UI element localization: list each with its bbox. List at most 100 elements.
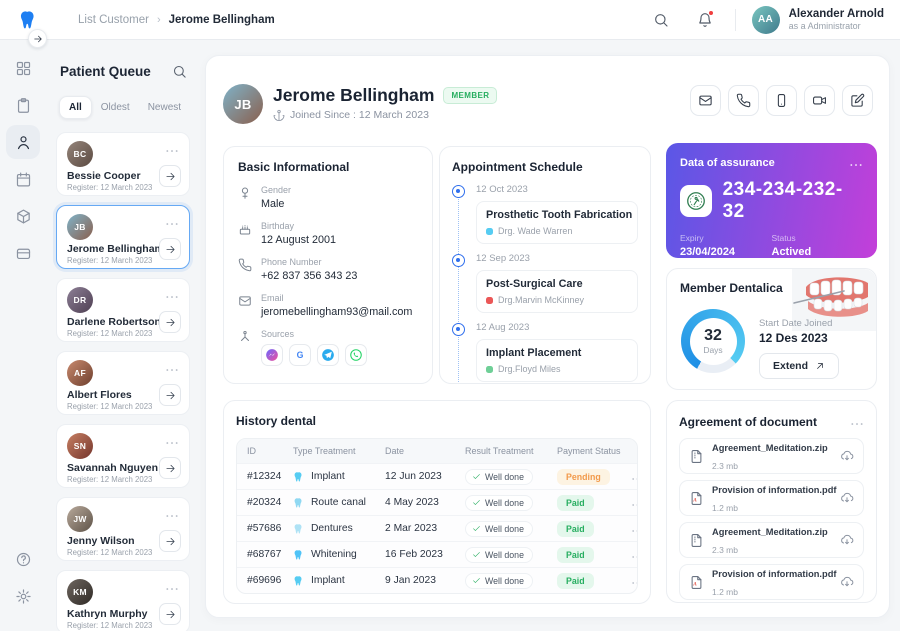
email-button[interactable]: [690, 85, 721, 116]
row-id: #20324: [247, 497, 282, 508]
wallet-icon: [16, 248, 30, 259]
patient-card-darlene-robertson[interactable]: DR Darlene Robertson Register: 12 March …: [56, 278, 190, 342]
sidebar-item-records[interactable]: [6, 88, 40, 122]
row-result: Well done: [485, 523, 524, 534]
box-icon: [16, 209, 30, 223]
sidebar-item-settings[interactable]: [6, 579, 40, 613]
patient-card-bessie-cooper[interactable]: BC Bessie Cooper Register: 12 March 2023: [56, 132, 190, 196]
patient-more-button[interactable]: [163, 504, 181, 523]
open-patient-button[interactable]: [159, 603, 181, 625]
more-dots-icon: [166, 442, 178, 444]
row-type: Whitening: [311, 549, 357, 560]
download-button[interactable]: [840, 449, 854, 463]
patient-card-kathryn-murphy[interactable]: KM Kathryn Murphy Register: 12 March 202…: [56, 570, 190, 631]
row-more-button[interactable]: [629, 571, 637, 590]
patient-more-button[interactable]: [163, 431, 181, 450]
arrow-up-right-icon: [817, 363, 823, 369]
sidebar-item-inventory[interactable]: [6, 199, 40, 233]
row-more-button[interactable]: [629, 545, 637, 564]
row-more-button[interactable]: [629, 519, 637, 538]
open-patient-button[interactable]: [159, 457, 181, 479]
patient-more-button[interactable]: [163, 285, 181, 304]
payment-status-badge: Paid: [557, 494, 594, 511]
tab-all[interactable]: All: [59, 96, 92, 119]
tab-newest[interactable]: Newest: [139, 97, 190, 118]
sources-share-icon: [241, 330, 249, 341]
patient-card-jenny-wilson[interactable]: JW Jenny Wilson Register: 12 March 2023: [56, 497, 190, 561]
envelope-icon: [239, 296, 251, 306]
pdf-file-icon: A: [691, 491, 702, 505]
sidebar-item-dashboard[interactable]: [6, 51, 40, 85]
edit-button[interactable]: [842, 85, 873, 116]
open-patient-button[interactable]: [159, 384, 181, 406]
video-call-button[interactable]: [804, 85, 835, 116]
user-menu[interactable]: AA Alexander Arnold as a Administrator: [751, 5, 884, 34]
appointment-date: 12 Sep 2023: [476, 253, 530, 264]
queue-search-button[interactable]: [172, 64, 187, 79]
history-title: History dental: [236, 414, 317, 428]
extend-button[interactable]: Extend: [759, 353, 840, 379]
user-role: as a Administrator: [788, 21, 861, 31]
call-button[interactable]: [728, 85, 759, 116]
appointment-item: 12 Aug 2023 Implant Placement Drg.Floyd …: [452, 322, 638, 382]
sidebar-item-billing[interactable]: [6, 236, 40, 270]
patient-more-button[interactable]: [163, 577, 181, 596]
file-size: 2.3 mb: [712, 461, 738, 471]
agreement-more-button[interactable]: [850, 414, 864, 429]
download-button[interactable]: [840, 491, 854, 505]
arrow-right-icon: [165, 245, 175, 253]
sidebar-item-patients[interactable]: [6, 125, 40, 159]
user-name: Alexander Arnold: [788, 8, 884, 20]
appointment-title: Appointment Schedule: [452, 160, 583, 174]
patient-register-date: Register: 12 March 2023: [67, 256, 153, 265]
open-patient-button[interactable]: [159, 311, 181, 333]
download-button[interactable]: [840, 533, 854, 547]
appointment-item: 12 Oct 2023 Prosthetic Tooth Fabrication…: [452, 184, 638, 244]
open-patient-button[interactable]: [159, 165, 181, 187]
joined-since-text: Joined Since : 12 March 2023: [290, 109, 429, 121]
patient-register-date: Register: 12 March 2023: [67, 329, 153, 338]
patient-list: BC Bessie Cooper Register: 12 March 2023…: [56, 132, 190, 631]
notifications-button[interactable]: [691, 6, 719, 34]
row-more-button[interactable]: [629, 493, 637, 512]
row-more-button[interactable]: [629, 467, 637, 486]
google-icon[interactable]: G: [289, 344, 311, 366]
tooth-icon: [294, 575, 302, 586]
queue-tabs: All Oldest Newest: [59, 96, 188, 119]
table-row: #68767 Whitening 16 Feb 2023 Well done P…: [237, 541, 637, 567]
open-patient-button[interactable]: [159, 530, 181, 552]
phone-icon: [736, 93, 751, 108]
messenger-icon[interactable]: [261, 344, 283, 366]
telegram-icon[interactable]: [317, 344, 339, 366]
payment-status-badge: Paid: [557, 572, 594, 589]
more-dots-icon: [632, 556, 637, 558]
days-label: Days: [703, 344, 723, 355]
phone-label: Phone Number: [261, 257, 322, 267]
patient-card-albert-flores[interactable]: AF Albert Flores Register: 12 March 2023: [56, 351, 190, 415]
patient-more-button[interactable]: [163, 139, 181, 158]
more-dots-icon: [632, 530, 637, 532]
patient-card-savannah-nguyen[interactable]: SN Savannah Nguyen Register: 12 March 20…: [56, 424, 190, 488]
tooth-icon: [294, 549, 302, 560]
patient-more-button[interactable]: [163, 358, 181, 377]
sidebar-collapse-button[interactable]: [28, 29, 47, 48]
download-button[interactable]: [840, 575, 854, 589]
search-button[interactable]: [647, 6, 675, 34]
arrow-right-icon: [165, 464, 175, 472]
sidebar-item-help[interactable]: [6, 542, 40, 576]
assurance-more-button[interactable]: [849, 155, 863, 170]
patient-more-button[interactable]: [163, 212, 181, 231]
open-patient-button[interactable]: [159, 238, 181, 260]
patient-card-jerome-bellingham[interactable]: JB Jerome Bellingham Register: 12 March …: [56, 205, 190, 269]
breadcrumb-root[interactable]: List Customer: [78, 13, 149, 26]
patient-avatar: JW: [67, 506, 93, 532]
table-row: #20324 Route canal 4 May 2023 Well done …: [237, 489, 637, 515]
calendar-icon: [16, 172, 30, 186]
sidebar-item-schedule[interactable]: [6, 162, 40, 196]
tab-oldest[interactable]: Oldest: [92, 97, 139, 118]
whatsapp-icon[interactable]: [345, 344, 367, 366]
appointment-box: Post-Surgical Care Drg.Marvin McKinney: [476, 270, 638, 313]
mobile-button[interactable]: [766, 85, 797, 116]
sidebar-rail: [0, 40, 46, 631]
row-type: Dentures: [311, 523, 353, 534]
